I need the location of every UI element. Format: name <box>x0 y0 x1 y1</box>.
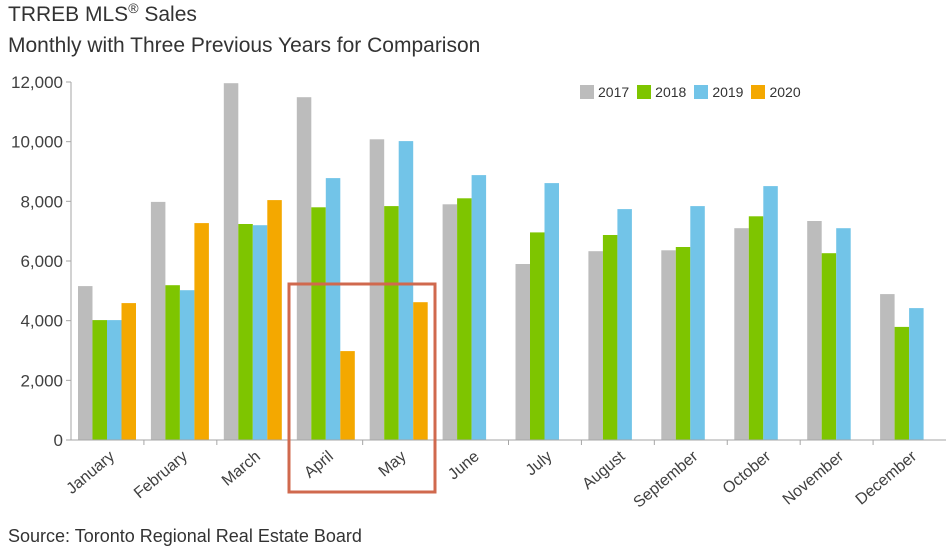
legend-swatch <box>751 85 766 99</box>
bar-2017-july <box>515 264 530 440</box>
bar-2019-february <box>179 290 195 440</box>
bar-2017-january <box>78 286 93 440</box>
bar-2018-may <box>384 206 399 440</box>
bar-2017-september <box>661 250 676 440</box>
title-text: TRREB MLS <box>8 3 129 26</box>
registered-mark: ® <box>128 0 139 16</box>
bar-2018-september <box>675 247 691 440</box>
bar-2017-november <box>807 221 822 440</box>
bar-2019-january <box>107 320 122 440</box>
bar-2017-may <box>369 139 385 441</box>
bar-2019-july <box>544 183 559 440</box>
x-tick-label-january: January <box>63 448 118 498</box>
bar-2018-february <box>165 285 180 440</box>
x-tick-label-december: December <box>853 448 921 509</box>
bar-2020-march <box>267 200 282 440</box>
bar-2018-march <box>238 224 253 440</box>
y-tick-label: 12,000 <box>11 73 63 92</box>
bar-2020-february <box>194 223 209 440</box>
bars-layer <box>78 83 924 441</box>
y-tick-label: 0 <box>54 431 63 450</box>
highlight-layer <box>287 282 437 494</box>
highlight-box-april-may <box>287 282 437 494</box>
bar-2017-june <box>442 204 458 440</box>
y-tick-label: 8,000 <box>20 192 63 211</box>
x-tick-label-november: November <box>780 448 848 509</box>
legend-item-2018: 2018 <box>637 84 686 100</box>
bar-2019-march <box>252 225 268 440</box>
legend-label: 2017 <box>598 84 630 100</box>
bar-2019-november <box>836 228 851 440</box>
legend-swatch <box>694 85 709 99</box>
bar-2018-january <box>92 320 107 440</box>
bar-2018-july <box>530 232 545 440</box>
bar-2019-august <box>617 209 632 440</box>
bar-2018-august <box>602 235 618 440</box>
legend-swatch <box>580 85 594 99</box>
bar-2018-december <box>894 326 910 440</box>
legend-label: 2020 <box>769 84 801 100</box>
legend-item-2017: 2017 <box>580 84 629 100</box>
bar-2017-december <box>880 294 895 440</box>
y-tick-label: 4,000 <box>20 312 63 331</box>
bar-2020-april <box>340 351 355 440</box>
bar-2018-april <box>311 207 326 440</box>
x-tick-label-july: July <box>523 448 556 479</box>
bar-2020-may <box>413 302 428 440</box>
x-tick-label-february: February <box>131 448 191 502</box>
x-tick-label-may: May <box>376 448 410 480</box>
bar-2019-october <box>763 186 778 440</box>
title-suffix: Sales <box>138 3 197 26</box>
bar-2017-august <box>588 251 603 440</box>
y-tick-label: 6,000 <box>20 252 63 271</box>
bar-2017-february <box>150 201 166 440</box>
legend-label: 2019 <box>712 84 744 100</box>
legend-item-2019: 2019 <box>694 84 743 100</box>
x-tick-label-october: October <box>720 448 775 498</box>
chart-title: TRREB MLS® Sales <box>8 0 197 28</box>
x-tick-label-august: August <box>579 448 629 493</box>
chart-subtitle: Monthly with Three Previous Years for Co… <box>8 34 481 57</box>
bar-2017-march <box>223 83 239 440</box>
bar-2019-june <box>471 175 487 440</box>
x-tick-label-june: June <box>445 448 483 483</box>
bar-2019-may <box>398 141 414 440</box>
bar-2019-december <box>909 308 924 440</box>
bar-2018-october <box>748 216 764 441</box>
bar-2018-june <box>457 198 472 440</box>
x-tick-label-april: April <box>301 448 336 482</box>
legend-swatch <box>637 85 652 99</box>
x-tick-label-september: September <box>630 448 701 512</box>
x-tick-label-march: March <box>219 448 264 490</box>
y-tick-label: 10,000 <box>11 133 63 152</box>
bar-2017-october <box>734 228 749 440</box>
bar-2019-april <box>325 178 341 440</box>
bar-2017-april <box>296 97 312 440</box>
legend-label: 2018 <box>655 84 687 100</box>
bar-2020-january <box>121 303 136 440</box>
legend: 2017 2018 2019 2020 <box>580 84 809 100</box>
legend-item-2020: 2020 <box>751 84 801 100</box>
bar-2019-september <box>690 206 705 440</box>
source-note: Source: Toronto Regional Real Estate Boa… <box>8 526 362 546</box>
bar-2018-november <box>821 253 837 440</box>
y-tick-label: 2,000 <box>20 371 63 390</box>
